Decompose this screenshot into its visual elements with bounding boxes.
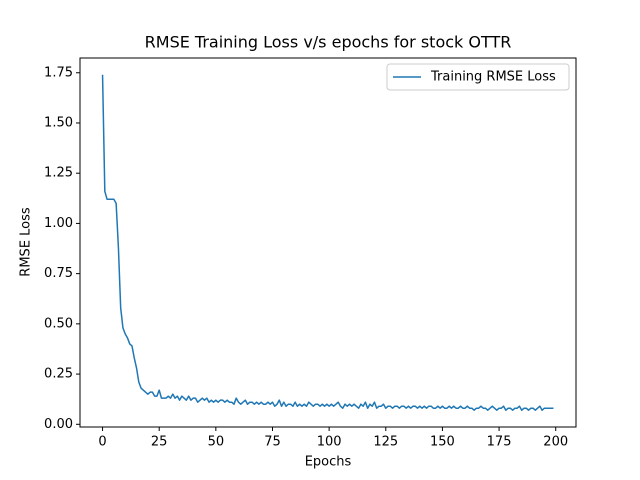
x-tick-label: 50 (208, 435, 225, 450)
x-axis-label: Epochs (305, 455, 352, 470)
y-tick-label: 1.25 (44, 166, 73, 181)
y-tick-label: 0.50 (44, 316, 73, 331)
y-tick-label: 0.75 (44, 266, 73, 281)
x-tick-label: 150 (430, 435, 455, 450)
axes-frame (79, 57, 577, 428)
legend-label: Training RMSE Loss (430, 70, 556, 85)
x-tick-label: 25 (151, 435, 168, 450)
y-tick-label: 0.25 (44, 367, 73, 382)
x-tick-label: 125 (373, 435, 398, 450)
loss-line (101, 74, 554, 411)
chart-title: RMSE Training Loss v/s epochs for stock … (145, 33, 512, 52)
x-tick-label: 100 (317, 435, 342, 450)
y-tick-label: 1.50 (44, 115, 73, 130)
x-tick-label: 0 (98, 435, 106, 450)
x-tick-label: 200 (543, 435, 568, 450)
y-tick-label: 1.00 (44, 216, 73, 231)
y-axis-label: RMSE Loss (19, 207, 34, 277)
legend-box (386, 63, 570, 91)
x-tick-label: 175 (487, 435, 512, 450)
x-tick-label: 75 (264, 435, 281, 450)
y-tick-label: 0.00 (44, 417, 73, 432)
y-tick-label: 1.75 (44, 65, 73, 80)
